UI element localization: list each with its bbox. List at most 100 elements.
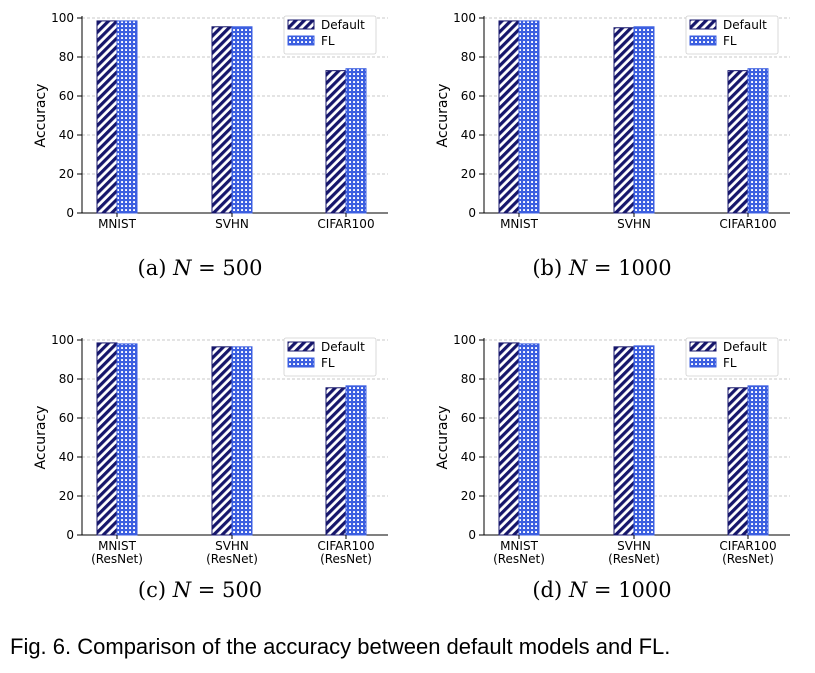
caption-prefix: (d) [532, 578, 569, 602]
y-axis-label: Accuracy [33, 406, 49, 470]
y-tick-label: 40 [461, 450, 476, 464]
legend-label-fl: FL [723, 356, 737, 370]
bar-default-0 [96, 342, 118, 536]
legend-swatch-fl [689, 35, 717, 46]
caption-variable: N [173, 256, 192, 280]
y-tick-label: 40 [59, 128, 74, 142]
chart-panel-c: 0 20 40 60 80 100 Accuracy MNIST (ResNet) SVHN (Re… [0, 322, 400, 602]
y-tick-label: 80 [461, 372, 476, 386]
bar-fl-1 [231, 26, 253, 214]
bar-fl-0 [116, 343, 138, 536]
x-tick-label: MNIST [500, 539, 538, 553]
y-tick-label: 100 [453, 11, 476, 25]
y-tick-label: 60 [461, 89, 476, 103]
caption-value: = 1000 [587, 256, 672, 280]
panel-caption-a: (a) N = 500 [0, 256, 400, 280]
legend-label-default: Default [321, 18, 365, 32]
y-tick-label: 100 [453, 333, 476, 347]
legend-label-fl: FL [723, 34, 737, 48]
bar-default-2 [325, 70, 347, 214]
legend-swatch-default [689, 19, 717, 30]
bar-default-0 [96, 20, 118, 214]
bar-chart-c: 020406080100AccuracyMNIST(ResNet)SVHN(Re… [33, 333, 388, 566]
x-tick-label: CIFAR100 [719, 539, 776, 553]
y-tick-label: 80 [59, 50, 74, 64]
x-tick-label: SVHN [617, 539, 651, 553]
bar-fl-2 [345, 68, 367, 214]
y-tick-label: 20 [59, 167, 74, 181]
y-tick-label: 20 [461, 167, 476, 181]
y-tick-label: 60 [59, 89, 74, 103]
caption-prefix: (b) [532, 256, 569, 280]
bar-default-2 [325, 387, 347, 536]
y-tick-label: 40 [59, 450, 74, 464]
bar-fl-1 [633, 345, 655, 536]
bar-default-0 [498, 342, 520, 536]
x-tick-label: (ResNet) [320, 552, 372, 566]
y-tick-label: 0 [468, 206, 476, 220]
panel-caption-b: (b) N = 1000 [402, 256, 802, 280]
bar-fl-1 [231, 346, 253, 536]
legend-swatch-default [287, 19, 315, 30]
y-tick-label: 100 [51, 333, 74, 347]
caption-value: = 1000 [587, 578, 672, 602]
y-tick-label: 0 [468, 528, 476, 542]
figure-caption: Fig. 6. Comparison of the accuracy betwe… [10, 634, 671, 659]
legend-label-fl: FL [321, 34, 335, 48]
y-tick-label: 0 [66, 528, 74, 542]
x-tick-label: MNIST [500, 217, 538, 231]
caption-prefix: (a) [137, 256, 174, 280]
x-tick-label: (ResNet) [91, 552, 143, 566]
bar-fl-2 [345, 385, 367, 536]
x-tick-label: SVHN [215, 539, 249, 553]
chart-panel-b: 0 20 40 60 80 100 Accuracy MNIST SVHN CIFAR100 Def… [402, 0, 802, 280]
x-tick-label: (ResNet) [608, 552, 660, 566]
chart-panel-d: 0 20 40 60 80 100 Accuracy MNIST (ResNet) SVHN (Re… [402, 322, 802, 602]
bar-fl-0 [116, 20, 138, 214]
bar-fl-0 [518, 20, 540, 214]
panel-caption-d: (d) N = 1000 [402, 578, 802, 602]
x-tick-label: (ResNet) [493, 552, 545, 566]
legend-swatch-fl [287, 357, 315, 368]
x-tick-label: (ResNet) [722, 552, 774, 566]
legend-swatch-default [287, 341, 315, 352]
bar-default-0 [498, 20, 520, 214]
caption-value: = 500 [191, 256, 263, 280]
y-tick-label: 60 [59, 411, 74, 425]
panel-caption-c: (c) N = 500 [0, 578, 400, 602]
chart-panel-a: 0 20 40 60 80 100 Accuracy MNIST SVHN CIFAR100 Def… [0, 0, 400, 280]
bar-default-1 [613, 27, 635, 214]
bar-chart-b: 0 20 40 60 80 100 Accuracy MNIST SVHN CIFAR100 Def… [435, 11, 790, 231]
y-tick-label: 40 [461, 128, 476, 142]
bar-default-2 [727, 70, 749, 214]
caption-value: = 500 [191, 578, 263, 602]
legend-swatch-fl [287, 35, 315, 46]
y-tick-label: 20 [59, 489, 74, 503]
x-tick-label: (ResNet) [206, 552, 258, 566]
bar-fl-2 [747, 385, 769, 536]
legend-swatch-fl [689, 357, 717, 368]
bar-default-1 [211, 26, 233, 214]
caption-variable: N [172, 578, 192, 602]
bar-default-1 [613, 346, 635, 536]
legend-swatch-default [689, 341, 717, 352]
bar-fl-1 [633, 26, 655, 214]
bar-fl-0 [518, 343, 540, 536]
bar-fl-2 [747, 68, 769, 214]
x-tick-label: CIFAR100 [719, 217, 776, 231]
caption-variable: N [568, 256, 588, 280]
legend-label-fl: FL [321, 356, 335, 370]
y-tick-label: 80 [461, 50, 476, 64]
y-tick-label: 100 [51, 11, 74, 25]
legend-label-default: Default [723, 340, 767, 354]
x-tick-label: MNIST [98, 217, 136, 231]
legend-label-default: Default [723, 18, 767, 32]
bar-chart-d: 020406080100AccuracyMNIST(ResNet)SVHN(Re… [435, 333, 790, 566]
y-axis-label: Accuracy [435, 84, 451, 148]
y-tick-label: 20 [461, 489, 476, 503]
y-tick-label: 60 [461, 411, 476, 425]
bar-default-2 [727, 387, 749, 536]
bar-chart-a: 0 20 40 60 80 100 Accuracy MNIST SVHN CIFAR100 Def… [33, 11, 388, 231]
y-tick-label: 80 [59, 372, 74, 386]
bar-default-1 [211, 346, 233, 536]
